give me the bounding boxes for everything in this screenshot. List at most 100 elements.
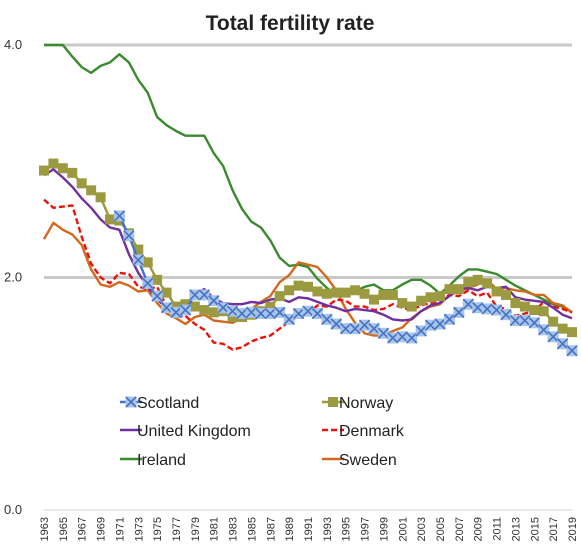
point-norway	[39, 165, 49, 176]
x-tick-label: 1997	[360, 517, 372, 541]
x-tick-label: 1969	[96, 517, 108, 541]
point-norway	[57, 163, 68, 174]
y-tick-label: 0.0	[4, 502, 22, 517]
x-tick-label: 1995	[341, 517, 353, 541]
x-tick-label: 2015	[529, 517, 541, 541]
point-norway	[387, 289, 398, 300]
point-norway	[397, 298, 408, 309]
point-norway	[529, 305, 540, 316]
legend-marker-scotland	[125, 396, 137, 408]
x-tick-label: 1965	[58, 517, 70, 541]
point-scotland	[434, 318, 446, 330]
point-scotland	[491, 304, 503, 316]
point-scotland	[462, 298, 474, 310]
point-norway	[161, 287, 172, 298]
x-tick-label: 1999	[378, 517, 390, 541]
point-norway	[142, 257, 153, 268]
series-lines	[39, 43, 578, 357]
x-tick-label: 2017	[548, 517, 560, 541]
point-scotland	[179, 304, 191, 316]
point-norway	[321, 288, 332, 299]
point-norway	[227, 312, 238, 323]
point-scotland	[340, 323, 352, 335]
point-norway	[369, 294, 379, 305]
legend-label-denmark: Denmark	[339, 423, 405, 440]
point-scotland	[349, 323, 361, 335]
x-tick-label: 1993	[322, 517, 334, 541]
x-axis-ticks: 1963 1965 1967 1969 1971 1973 1975 1977 1979 1981…	[39, 517, 579, 541]
legend-item-denmark: Denmark	[322, 423, 405, 440]
point-norway	[180, 299, 191, 310]
x-tick-label: 1989	[284, 517, 296, 541]
point-norway	[538, 306, 549, 317]
y-tick-label: 4.0	[4, 37, 22, 52]
point-norway	[199, 305, 210, 316]
point-norway	[378, 289, 389, 300]
legend-marker-norway	[328, 397, 338, 407]
point-norway	[208, 307, 219, 318]
point-scotland	[472, 302, 484, 314]
point-norway	[453, 284, 464, 295]
x-tick-label: 2019	[567, 517, 579, 541]
point-norway	[284, 285, 295, 296]
y-axis-ticks: 0.0 2.0 4.0	[4, 37, 22, 517]
point-scotland	[132, 254, 144, 266]
point-scotland	[151, 290, 163, 302]
point-norway	[189, 301, 200, 312]
point-scotland	[189, 289, 201, 301]
legend-item-sweden: Sweden	[322, 452, 397, 469]
point-scotland	[283, 313, 295, 325]
point-norway	[435, 291, 445, 302]
point-scotland	[500, 309, 512, 321]
point-scotland	[198, 289, 210, 301]
point-scotland	[406, 332, 418, 344]
point-scotland	[123, 230, 135, 242]
point-norway	[444, 284, 455, 295]
legend-item-united-kingdom: United Kingdom	[120, 423, 251, 440]
point-norway	[86, 185, 97, 196]
point-scotland	[142, 277, 154, 289]
point-norway	[133, 244, 144, 255]
point-norway	[312, 286, 323, 297]
point-norway	[510, 298, 521, 309]
x-tick-label: 2009	[473, 517, 485, 541]
x-tick-label: 1971	[114, 517, 126, 541]
x-tick-label: 1985	[246, 517, 258, 541]
point-scotland	[566, 345, 578, 357]
point-scotland	[236, 307, 248, 320]
chart-title: Total fertility rate	[206, 12, 375, 35]
point-scotland	[481, 303, 493, 315]
point-scotland	[293, 307, 305, 320]
point-scotland	[255, 307, 267, 320]
point-norway	[519, 301, 530, 312]
point-scotland	[415, 325, 427, 337]
x-tick-label: 2001	[397, 517, 409, 541]
x-tick-label: 1983	[228, 517, 240, 541]
x-tick-label: 2011	[492, 517, 504, 541]
point-scotland	[519, 314, 531, 327]
point-norway	[350, 285, 361, 296]
point-norway	[557, 323, 568, 334]
point-scotland	[368, 323, 380, 335]
point-norway	[472, 274, 483, 285]
point-norway	[265, 301, 276, 312]
point-norway	[491, 286, 502, 297]
point-scotland	[453, 306, 465, 318]
point-norway	[152, 274, 163, 285]
point-norway	[359, 288, 370, 299]
point-scotland	[302, 305, 314, 317]
point-norway	[303, 281, 313, 292]
x-tick-label: 1973	[133, 517, 145, 541]
point-norway	[274, 291, 285, 302]
series-line-ireland	[44, 43, 573, 314]
point-scotland	[387, 332, 399, 344]
point-norway	[105, 214, 115, 225]
legend-label-sweden: Sweden	[339, 452, 397, 469]
point-scotland	[509, 314, 521, 327]
series-united-kingdom	[43, 168, 573, 322]
series-ireland	[44, 43, 573, 314]
legend-label-scotland: Scotland	[137, 395, 199, 412]
point-norway	[331, 287, 342, 298]
point-scotland	[217, 302, 229, 314]
legend: Scotland Norway United Kingdom Denmark Irela…	[120, 395, 405, 469]
